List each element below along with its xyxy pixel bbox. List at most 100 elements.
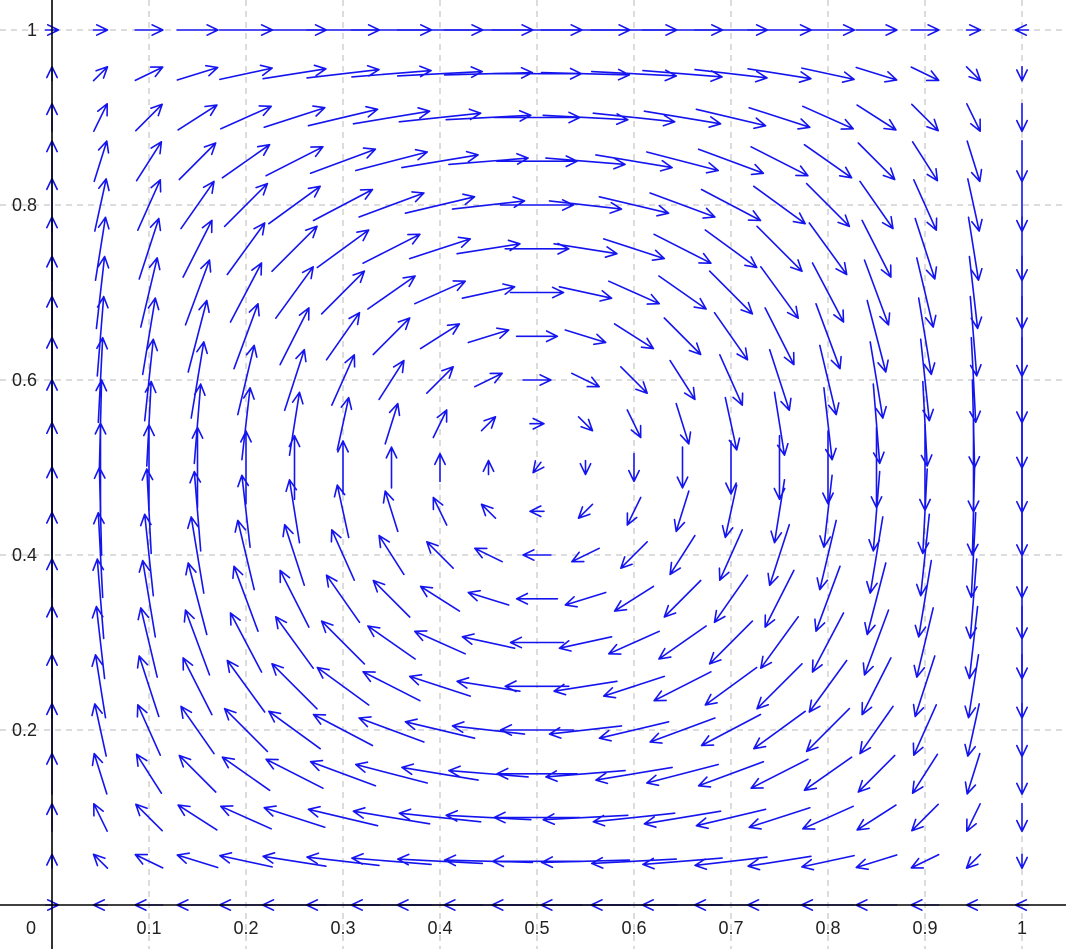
vector-arrow [966, 803, 981, 832]
vector-arrow [695, 108, 767, 130]
vector-arrow [265, 758, 324, 789]
vector-arrow [307, 805, 379, 827]
vector-arrow [408, 236, 472, 260]
vector-arrow [271, 225, 318, 273]
vector-arrow [965, 24, 982, 36]
vector-arrow [177, 104, 218, 131]
vector-arrow [178, 754, 217, 793]
vector-arrow [229, 612, 263, 673]
vector-arrow [221, 756, 271, 792]
vector-arrow [911, 803, 939, 832]
vector-arrow [309, 759, 377, 787]
vector-arrow [93, 103, 108, 132]
vector-arrow [626, 496, 642, 526]
vector-arrow [1016, 802, 1028, 833]
vector-arrow [966, 103, 981, 132]
vector-arrow [414, 630, 466, 655]
vector-arrow [137, 179, 162, 231]
vector-arrow [355, 148, 428, 172]
vector-arrow [663, 579, 702, 618]
x-tick-label: 0.6 [621, 918, 646, 938]
vector-arrow [969, 295, 982, 377]
vector-arrow [592, 812, 676, 827]
vector-arrow [540, 68, 631, 81]
vector-arrow [819, 344, 840, 416]
vector-arrow [608, 280, 660, 305]
x-tick-label: 0.5 [524, 918, 549, 938]
vector-arrow [595, 766, 673, 785]
vector-arrow [965, 853, 982, 869]
vector-arrow [234, 519, 255, 591]
vector-arrow [187, 516, 205, 594]
vector-arrow [592, 112, 676, 127]
vector-arrow [232, 565, 259, 632]
x-tick-label: 0.1 [136, 918, 161, 938]
vector-arrow [401, 763, 479, 781]
vector-arrow [653, 671, 712, 702]
vector-arrow [748, 106, 811, 130]
vector-arrow [855, 24, 898, 36]
vector-arrow [620, 366, 648, 394]
vector-arrow [135, 141, 163, 182]
vector-arrow [579, 459, 592, 476]
vector-arrow [964, 752, 981, 795]
vector-arrow [182, 219, 213, 278]
vector-arrow [320, 270, 366, 315]
vector-arrow [288, 391, 304, 456]
vector-arrow [480, 503, 497, 519]
vector-arrow [268, 185, 321, 225]
vector-arrow [695, 808, 767, 830]
vector-arrow [382, 490, 399, 533]
vector-arrow [643, 110, 722, 128]
vector-arrow [372, 317, 411, 356]
vector-arrow [602, 675, 666, 699]
vector-arrow [598, 196, 670, 217]
vector-arrow [312, 713, 374, 747]
vector-arrow [529, 417, 545, 430]
vector-arrow [92, 66, 109, 82]
vector-arrow [190, 341, 208, 419]
vector-arrow [872, 383, 885, 465]
vector-arrow [658, 275, 707, 310]
vector-arrow [515, 330, 559, 343]
vector-arrow [408, 674, 472, 697]
vector-arrow [822, 430, 834, 505]
vector-arrow [915, 513, 931, 597]
vector-arrow [316, 666, 370, 706]
vector-arrow [140, 257, 161, 328]
vector-arrow [545, 769, 626, 783]
vector-arrow [663, 317, 702, 356]
vector-arrow [404, 718, 476, 739]
vector-arrow [337, 440, 349, 495]
vector-arrow [91, 752, 108, 795]
vector-arrow [352, 107, 431, 125]
vector-arrow [220, 805, 272, 830]
vector-arrow [219, 852, 273, 868]
vector-arrow [306, 852, 380, 867]
vector-arrow [445, 109, 532, 122]
vector-arrow [770, 479, 786, 544]
vector-arrow [138, 559, 157, 638]
vector-arrow [911, 753, 939, 794]
vector-arrow [283, 348, 307, 412]
vector-arrow [95, 379, 108, 469]
vector-arrow [176, 852, 219, 869]
vector-arrow [863, 259, 891, 326]
vector-arrow [626, 409, 642, 439]
vector-arrow [92, 511, 105, 599]
vector-arrow [176, 24, 219, 36]
vector-arrow [482, 459, 495, 476]
vector-arrow [1016, 140, 1028, 183]
vector-arrow [184, 259, 212, 326]
vector-arrow [675, 402, 692, 445]
vector-arrow [967, 178, 983, 232]
vector-arrow [713, 574, 749, 624]
vector-arrow [815, 303, 842, 370]
vector-arrow [237, 474, 251, 548]
vector-arrow [325, 311, 361, 361]
vector-arrow [649, 717, 716, 744]
x-tick-label: 0.4 [427, 918, 452, 938]
vector-arrow [362, 233, 421, 264]
vector-arrow [193, 383, 206, 465]
vector-arrow [138, 217, 162, 280]
